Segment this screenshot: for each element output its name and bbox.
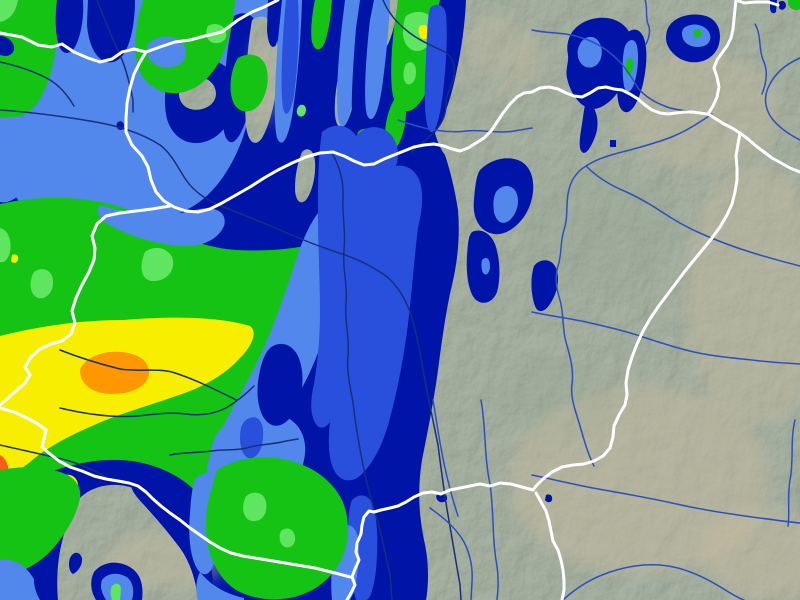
lt-green-lens-b	[141, 247, 174, 282]
lt-green-core-se2	[279, 528, 296, 548]
navy-band-wedge-edge	[130, 476, 213, 600]
lt-green-dot-2	[403, 62, 416, 85]
navy-edge-notch	[0, 36, 15, 56]
river	[531, 474, 800, 524]
stripe-corn-2a	[337, 0, 361, 127]
navy-rim-sw-corner	[33, 568, 58, 600]
terrain-relief-patch	[500, 360, 620, 440]
river	[0, 61, 75, 107]
river	[0, 109, 462, 600]
navy-dot-613	[610, 140, 616, 147]
lt-green-left-edge	[0, 228, 11, 263]
river	[0, 444, 107, 478]
green-corner-nw	[0, 0, 59, 118]
terrain-relief-patch	[465, 13, 525, 77]
terrain-relief-patch	[685, 165, 800, 425]
border	[706, 0, 738, 116]
river	[562, 564, 745, 600]
river	[787, 419, 796, 527]
corn-diag-band	[206, 197, 349, 485]
river	[531, 311, 800, 365]
royal-main-band	[311, 125, 423, 481]
navy-bit-corner	[779, 1, 786, 10]
river	[169, 438, 299, 456]
navy-west-intrusion	[257, 343, 303, 426]
yellow-core-top	[418, 24, 430, 40]
river	[59, 385, 255, 418]
border	[345, 481, 535, 600]
green-dot-b	[693, 28, 702, 38]
border	[0, 406, 352, 579]
navy-mark-c2	[545, 494, 553, 503]
navy-lens-398	[395, 422, 408, 467]
corn-core-a1	[577, 36, 602, 68]
left-edge-moderate-pocket	[0, 111, 36, 203]
river	[432, 399, 459, 517]
border	[124, 50, 335, 214]
green-lower-left	[0, 467, 81, 576]
corn-wedge-top	[97, 205, 225, 247]
green-blob-se	[205, 457, 348, 600]
lt-green-lens-a	[30, 269, 54, 299]
stripe-green-2	[311, 0, 332, 50]
terrain-relief-patch	[700, 510, 800, 600]
yellow-main	[0, 317, 254, 478]
border	[331, 85, 710, 167]
river	[397, 119, 533, 133]
corn-dash-in-finger	[481, 258, 490, 275]
stripe-royal-1	[281, 0, 299, 114]
border	[534, 491, 566, 600]
lt-green-core-ring	[403, 11, 434, 52]
corn-core-d	[493, 186, 518, 223]
corn-hole-in-band	[146, 36, 186, 68]
river	[555, 113, 713, 467]
river	[754, 23, 767, 95]
river	[585, 165, 800, 267]
corn-ring-south	[196, 572, 244, 600]
lt-green-sliver-in-loop	[110, 583, 121, 600]
river	[531, 29, 709, 114]
stripe-royal-2	[424, 4, 447, 133]
navy-teardrop	[531, 260, 558, 312]
stripe-corn-2b	[365, 0, 390, 120]
stripe-navy-sliver	[267, 0, 282, 47]
border	[531, 131, 742, 492]
gap-lens-4	[295, 149, 316, 203]
border	[706, 112, 800, 174]
border	[0, 0, 280, 64]
river	[644, 0, 651, 45]
corn-sw-corner	[0, 559, 41, 600]
river	[480, 399, 499, 600]
green-right-edge-bit	[230, 54, 268, 112]
navy-blob-n2	[87, 0, 135, 63]
lt-green-core-se1	[243, 492, 267, 522]
lt-green-dot-3	[296, 104, 306, 117]
border	[734, 0, 780, 7]
river	[59, 349, 237, 401]
blob-a-tail	[579, 100, 598, 153]
yellow-speck-left	[11, 254, 19, 263]
green-bit-corner	[788, 0, 800, 11]
navy-small-n7	[165, 98, 176, 114]
navy-blob-n1	[55, 0, 84, 54]
lt-green-corner	[0, 0, 18, 22]
border	[0, 204, 172, 407]
green-band-tl	[135, 0, 235, 94]
river	[764, 57, 800, 141]
river	[382, 0, 456, 153]
navy-streak-in-wedge	[69, 552, 83, 574]
river	[429, 507, 473, 600]
